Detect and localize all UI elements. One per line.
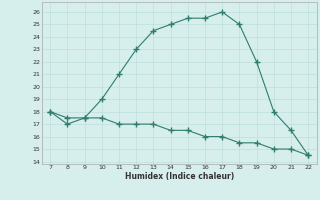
- X-axis label: Humidex (Indice chaleur): Humidex (Indice chaleur): [124, 172, 234, 181]
